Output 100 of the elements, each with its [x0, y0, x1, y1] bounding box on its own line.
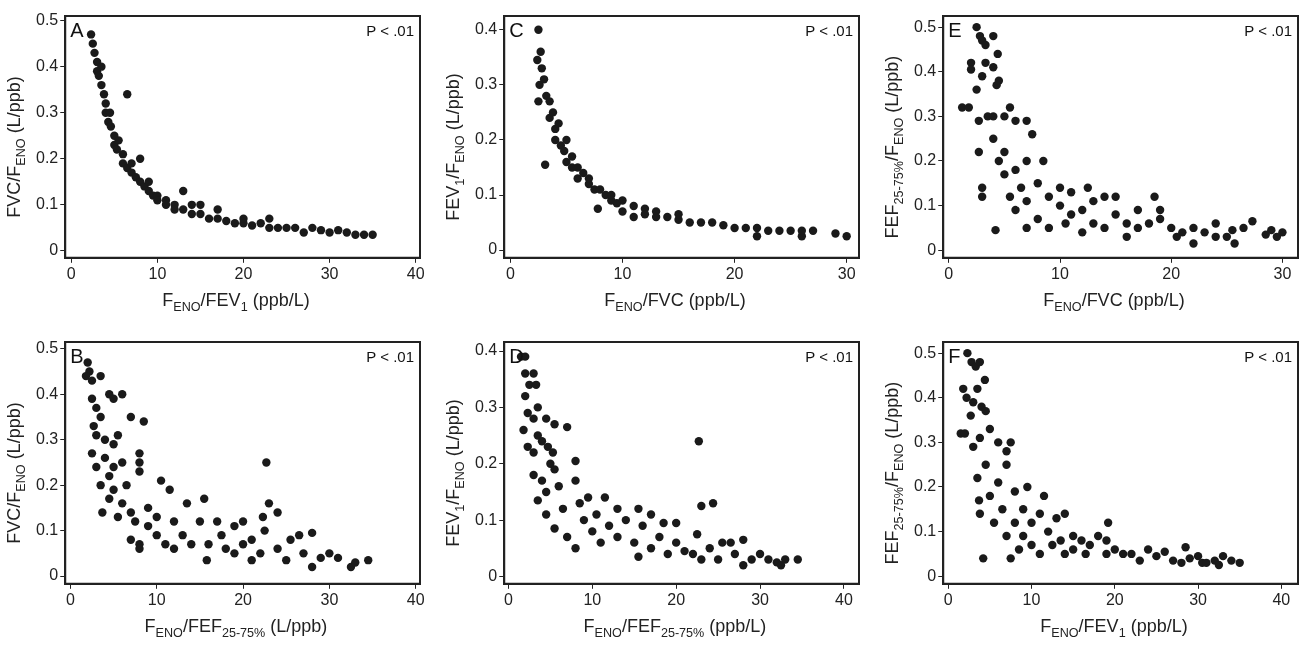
x-axis-title: F$_{ENO}$/FVC (ppb/L): [603, 290, 747, 314]
y-tick-label: 0.4: [35, 384, 59, 402]
y-tick-label: 0.4: [913, 388, 937, 406]
y-tick-label: 0.5: [913, 17, 937, 35]
y-tick-label: 0: [927, 566, 937, 584]
annotation: D: [509, 344, 524, 367]
x-tick-label: 20: [667, 590, 686, 608]
y-tick-label: 0.1: [913, 522, 937, 540]
point: [584, 174, 594, 183]
x-tick-label: 10: [148, 264, 167, 282]
x-tick-label: 10: [613, 264, 632, 282]
x-axis-title: F$_{ENO}$/FEF$_{25-75%}$ (ppb/L): [582, 616, 768, 640]
y-tick-label: 0.2: [35, 149, 59, 167]
x-tick-label: 30: [837, 264, 856, 282]
y-tick-label: 0: [488, 566, 498, 584]
y-tick-label: 0.2: [474, 130, 498, 148]
point: [719, 221, 728, 230]
point: [562, 157, 571, 167]
y-tick-label: 0.4: [35, 57, 59, 75]
annotation: E: [948, 18, 962, 41]
point: [730, 223, 739, 233]
y-tick-label: 0: [488, 240, 498, 258]
x-tick-label: 10: [583, 590, 602, 608]
point: [752, 232, 762, 241]
point: [540, 160, 550, 169]
x-tick-label: 0: [943, 590, 953, 608]
annotation: C: [509, 18, 524, 41]
point: [554, 119, 563, 128]
y-tick-label: 0.3: [35, 103, 59, 121]
y-tick-label: 0.1: [35, 195, 59, 213]
point: [579, 168, 588, 178]
x-tick-label: 10: [147, 590, 166, 608]
x-tick-label: 20: [234, 264, 253, 282]
point: [560, 146, 569, 156]
x-tick-label: 30: [320, 264, 339, 282]
point: [629, 201, 638, 211]
annotation: P < .01: [1244, 21, 1292, 39]
point: [534, 97, 543, 106]
y-tick-label: 0.3: [474, 75, 498, 93]
x-tick-label: 30: [1273, 264, 1292, 282]
x-tick-label: 30: [320, 590, 339, 608]
point: [593, 204, 603, 213]
x-tick-label: 20: [1105, 590, 1124, 608]
y-tick-label: 0: [49, 241, 59, 259]
x-axis-title: F$_{ENO}$/FVC (ppb/L): [1042, 290, 1186, 314]
point: [618, 207, 627, 216]
point: [539, 75, 549, 84]
x-tick-label: 30: [1189, 590, 1208, 608]
y-tick-label: 0.1: [474, 185, 498, 203]
x-axis-title: F$_{ENO}$/FEV$_{1}$ (ppb/L): [1039, 616, 1189, 640]
point: [533, 55, 542, 65]
point: [640, 210, 650, 219]
annotation: B: [70, 344, 84, 367]
point: [808, 226, 818, 236]
y-tick-label: 0.1: [35, 521, 59, 539]
point: [536, 47, 545, 56]
point: [535, 80, 544, 90]
annotation: A: [70, 18, 85, 41]
x-axis-title: F$_{ENO}$/FEF$_{25-75%}$ (L/ppb): [143, 616, 329, 640]
x-tick-label: 40: [1272, 590, 1291, 608]
y-tick-label: 0.2: [913, 151, 937, 169]
x-tick-label: 10: [1051, 264, 1070, 282]
annotation: P < .01: [805, 21, 853, 39]
point: [573, 163, 582, 172]
point: [685, 218, 694, 227]
point: [551, 135, 560, 145]
x-tick-label: 0: [944, 264, 954, 282]
y-tick-label: 0.1: [474, 510, 498, 528]
point: [573, 174, 582, 183]
x-tick-label: 20: [725, 264, 744, 282]
point: [534, 25, 543, 34]
y-tick-label: 0.5: [913, 343, 937, 361]
point: [831, 229, 840, 238]
point: [775, 226, 784, 236]
point: [567, 152, 577, 161]
y-tick-label: 0.2: [913, 477, 937, 495]
y-tick-label: 0.4: [913, 62, 937, 80]
point: [537, 64, 546, 73]
point: [674, 210, 683, 219]
y-tick-label: 0.3: [913, 432, 937, 450]
point: [764, 226, 773, 236]
x-tick-label: 20: [234, 590, 253, 608]
point: [707, 218, 717, 227]
point: [562, 135, 571, 145]
point: [548, 108, 558, 117]
y-tick-label: 0.3: [35, 430, 59, 448]
y-tick-label: 0: [927, 240, 937, 258]
y-tick-label: 0: [49, 566, 59, 584]
annotation: F: [948, 344, 961, 367]
x-tick-label: 0: [505, 264, 515, 282]
point: [663, 212, 672, 222]
y-tick-label: 0.5: [35, 339, 59, 357]
point: [696, 218, 706, 227]
x-tick-label: 30: [751, 590, 770, 608]
y-tick-label: 0.1: [913, 196, 937, 214]
point: [618, 196, 627, 205]
point: [545, 97, 554, 106]
y-tick-label: 0.2: [474, 454, 498, 472]
point: [752, 223, 762, 233]
annotation: P < .01: [805, 347, 853, 365]
